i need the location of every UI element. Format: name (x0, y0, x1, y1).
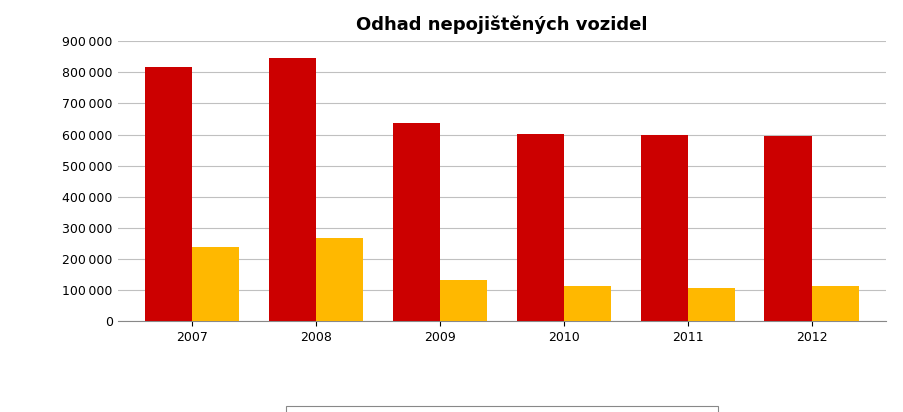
Bar (315, 238, 362, 321)
Bar (439, 280, 487, 321)
Bar (268, 59, 315, 321)
Title: Odhad nepojištěných vozidel: Odhad nepojištěných vozidel (356, 16, 647, 34)
Bar (191, 247, 238, 321)
Bar (392, 123, 439, 321)
Bar (811, 286, 858, 321)
Bar (516, 133, 563, 321)
Bar (563, 286, 610, 321)
Bar (764, 136, 811, 321)
Bar (687, 288, 734, 321)
Bar (144, 67, 191, 321)
Bar (640, 135, 687, 321)
Legend: rozdíl registrovaných a pojištěných vozidel, odhad skutečného počtu provozovanýc: rozdíl registrovaných a pojištěných vozi… (285, 406, 717, 412)
